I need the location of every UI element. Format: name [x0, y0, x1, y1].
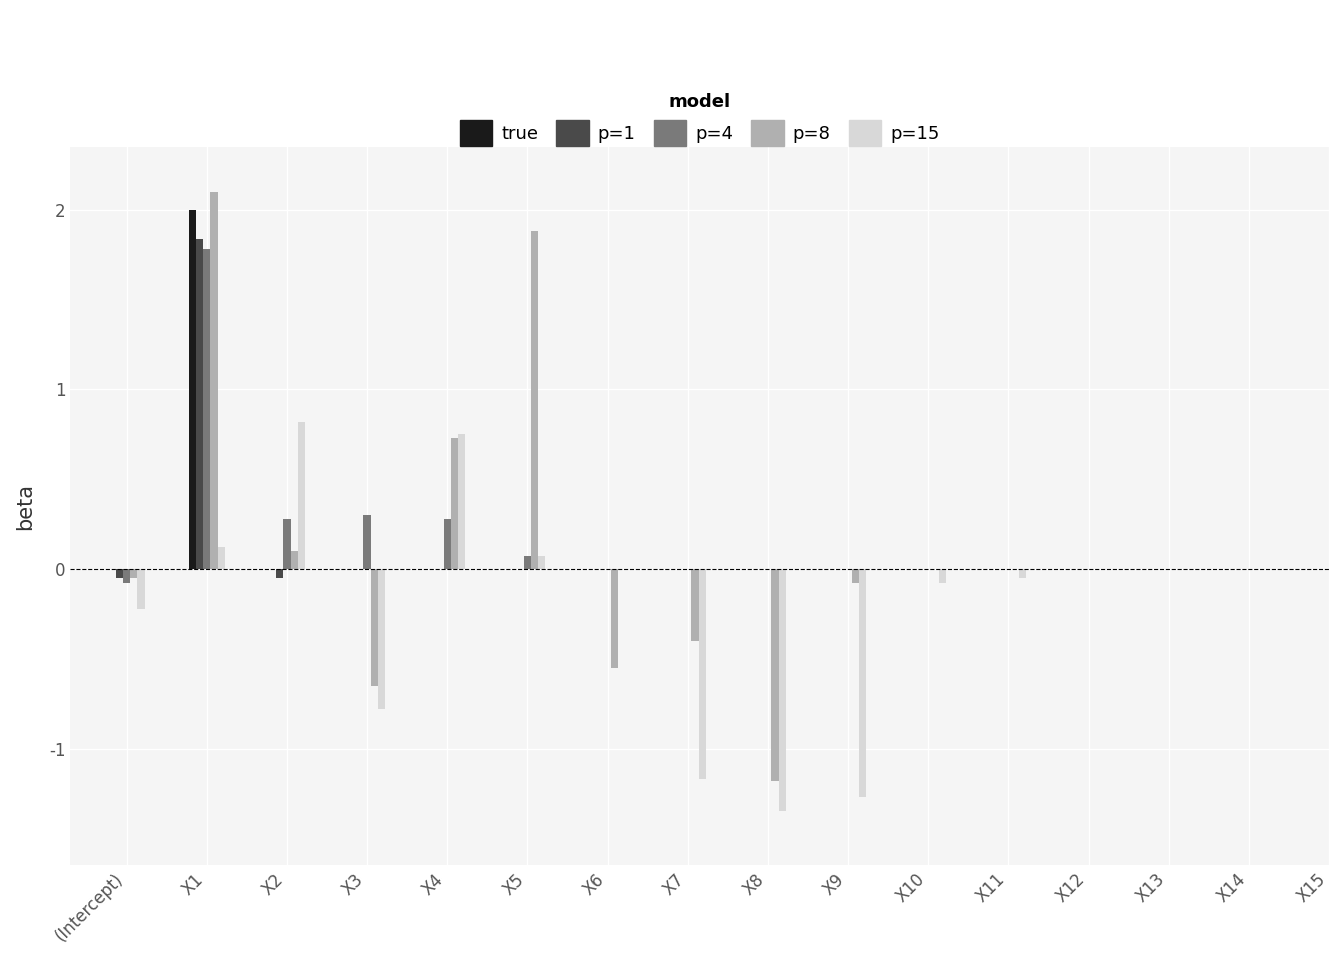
Bar — [450, 438, 458, 569]
Bar — [859, 569, 866, 797]
Bar — [371, 569, 378, 685]
Bar — [196, 239, 203, 569]
Bar — [378, 569, 386, 709]
Bar — [524, 557, 531, 569]
Bar — [284, 518, 290, 569]
Bar — [124, 569, 130, 584]
Bar — [298, 421, 305, 569]
Bar — [852, 569, 859, 584]
Bar — [130, 569, 137, 578]
Bar — [116, 569, 124, 578]
Legend: true, p=1, p=4, p=8, p=15: true, p=1, p=4, p=8, p=15 — [450, 84, 949, 155]
Bar — [531, 231, 538, 569]
Y-axis label: beta: beta — [15, 483, 35, 530]
Bar — [203, 250, 211, 569]
Bar — [458, 434, 465, 569]
Bar — [290, 551, 298, 569]
Bar — [1019, 569, 1027, 578]
Bar — [612, 569, 618, 668]
Bar — [538, 557, 546, 569]
Bar — [778, 569, 786, 811]
Bar — [363, 516, 371, 569]
Bar — [218, 547, 224, 569]
Bar — [699, 569, 706, 780]
Bar — [444, 518, 450, 569]
Bar — [188, 210, 196, 569]
Bar — [137, 569, 145, 609]
Bar — [691, 569, 699, 641]
Bar — [939, 569, 946, 584]
Bar — [771, 569, 778, 780]
Bar — [211, 192, 218, 569]
Bar — [276, 569, 284, 578]
